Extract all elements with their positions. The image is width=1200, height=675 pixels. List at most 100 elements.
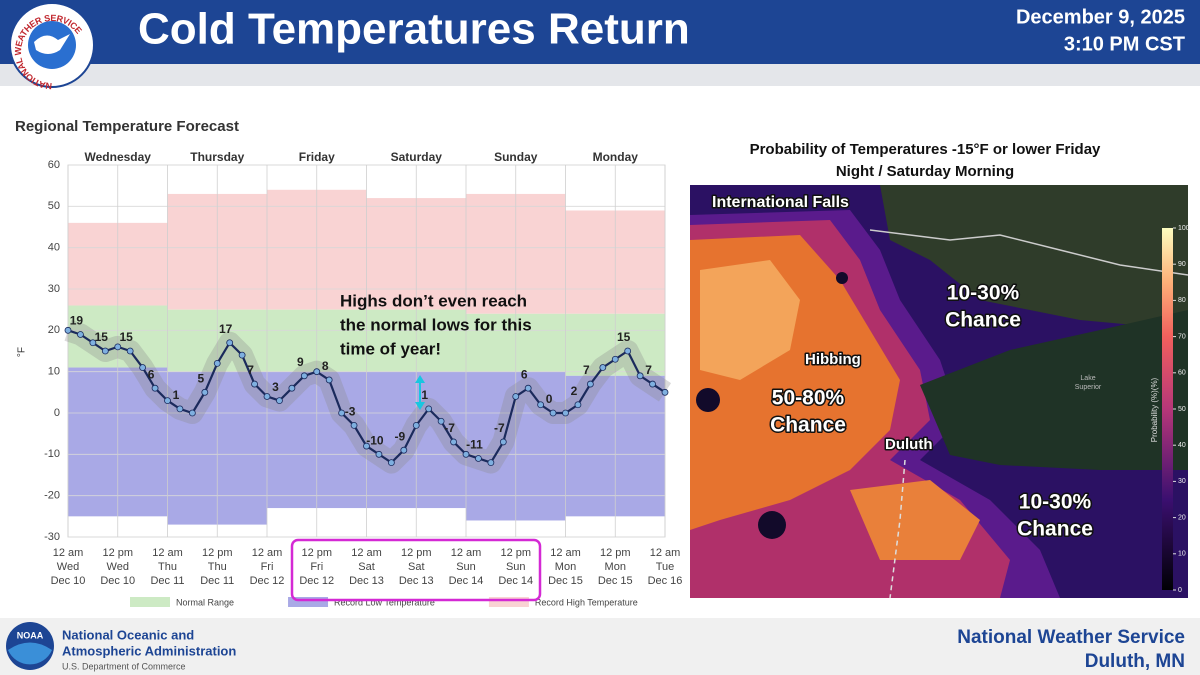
- temperature-point: [475, 455, 482, 462]
- data-label: -7: [444, 421, 455, 435]
- colorbar-tick-label: 10: [1178, 551, 1186, 558]
- nws-logo-cloud: [34, 34, 70, 54]
- data-label: 1: [173, 388, 180, 402]
- temperature-point: [562, 409, 569, 417]
- x-tick-date: Dec 15: [548, 575, 583, 587]
- header-bar: [0, 0, 1200, 64]
- temperature-point: [226, 339, 234, 347]
- data-label: -11: [466, 438, 483, 452]
- x-tick-day: Sat: [408, 561, 425, 573]
- office-location: Duluth, MN: [1085, 651, 1185, 672]
- x-tick-label: 12 pm: [401, 547, 432, 559]
- day-label: Monday: [593, 150, 639, 164]
- temperature-point: [524, 384, 532, 392]
- x-tick-day: Sun: [456, 561, 476, 573]
- x-tick-date: Dec 16: [648, 575, 683, 587]
- zone-label: Chance: [1017, 518, 1093, 541]
- temperature-point: [325, 376, 333, 384]
- map-title: Probability of Temperatures -15°F or low…: [750, 141, 1101, 158]
- legend-swatch: [488, 597, 529, 607]
- temperature-point: [636, 372, 644, 380]
- x-tick-day: Thu: [158, 561, 177, 573]
- agency-name: Atmospheric Administration: [62, 643, 236, 658]
- x-tick-date: Dec 14: [498, 575, 533, 587]
- highlight-box: [290, 538, 542, 602]
- colorbar-tick-label: 0: [1178, 587, 1182, 594]
- temperature-point: [649, 380, 656, 388]
- x-tick-date: Dec 10: [51, 575, 86, 587]
- data-label: 7: [645, 363, 652, 377]
- x-tick-date: Dec 11: [200, 575, 234, 587]
- temperature-point: [487, 459, 495, 467]
- temperature-point: [549, 409, 557, 417]
- annotation: time of year!: [340, 339, 441, 358]
- day-label: Thursday: [190, 150, 244, 164]
- x-tick-date: Dec 10: [100, 575, 135, 587]
- y-tick-label: -20: [44, 490, 60, 502]
- header-strip: [0, 64, 1200, 86]
- x-tick-label: 12 pm: [202, 547, 233, 559]
- temperature-point: [276, 397, 283, 405]
- data-label: -7: [494, 421, 505, 435]
- y-tick-label: 40: [48, 242, 60, 254]
- x-tick-date: Dec 12: [250, 575, 285, 587]
- data-label: 5: [197, 372, 204, 386]
- colorbar-tick-label: 90: [1178, 261, 1186, 268]
- temperature-point: [611, 355, 619, 363]
- data-label: 6: [521, 367, 528, 381]
- x-tick-label: 12 am: [351, 547, 382, 559]
- y-axis-label: °F: [17, 347, 28, 357]
- x-tick-day: Fri: [310, 561, 323, 573]
- place-label: International Falls: [712, 194, 849, 211]
- temperature-point: [164, 397, 171, 405]
- temperature-point: [437, 417, 445, 425]
- y-tick-label: 30: [48, 283, 60, 295]
- map-region: [850, 480, 980, 560]
- temperature-point: [537, 401, 545, 409]
- footer-bar: [0, 618, 1200, 675]
- temperature-point: [350, 421, 358, 429]
- y-tick-label: 10: [48, 366, 60, 378]
- temperature-point: [338, 409, 346, 417]
- x-tick-label: 12 am: [650, 547, 681, 559]
- temperature-point: [238, 351, 246, 359]
- data-label: 6: [148, 367, 155, 381]
- lake-label: Superior: [1075, 384, 1102, 391]
- probability-map: Probability of Temperatures -15°F or low…: [690, 141, 1190, 598]
- temperature-point: [176, 405, 184, 413]
- data-label: -10: [366, 434, 384, 448]
- lake-label: Lake: [1080, 375, 1095, 382]
- data-label: 9: [297, 355, 304, 369]
- map-image: [690, 185, 1188, 598]
- map-title: Night / Saturday Morning: [836, 163, 1014, 180]
- data-label: 17: [219, 322, 233, 336]
- temperature-point: [586, 380, 594, 388]
- colorbar-tick-label: 80: [1178, 297, 1186, 304]
- map-region: [700, 260, 800, 380]
- day-label: Friday: [299, 150, 335, 164]
- y-tick-label: 60: [48, 159, 60, 171]
- temperature-chart: Regional Temperature Forecast °F -30-20-…: [15, 118, 682, 607]
- data-label: 1: [421, 388, 428, 402]
- time: 3:10 PM CST: [1064, 33, 1185, 55]
- temperature-point: [425, 405, 433, 413]
- x-tick-label: 12 am: [152, 547, 183, 559]
- annotation: the normal lows for this: [340, 315, 532, 334]
- arrow-heads: [415, 375, 425, 410]
- day-label: Sunday: [494, 150, 538, 164]
- y-tick-label: 50: [48, 200, 60, 212]
- y-tick-label: 20: [48, 324, 60, 336]
- colorbar-tick-label: 30: [1178, 478, 1186, 485]
- map-spot: [696, 388, 720, 412]
- zone-label: 10-30%: [947, 282, 1020, 305]
- temperature-point: [288, 384, 296, 392]
- day-label: Saturday: [391, 150, 443, 164]
- x-tick-day: Sat: [358, 561, 375, 573]
- map-spot: [836, 272, 848, 284]
- temperature-point: [89, 339, 97, 347]
- colorbar-tick-label: 40: [1178, 442, 1186, 449]
- colorbar-tick-label: 20: [1178, 514, 1186, 521]
- x-tick-label: 12 pm: [102, 547, 133, 559]
